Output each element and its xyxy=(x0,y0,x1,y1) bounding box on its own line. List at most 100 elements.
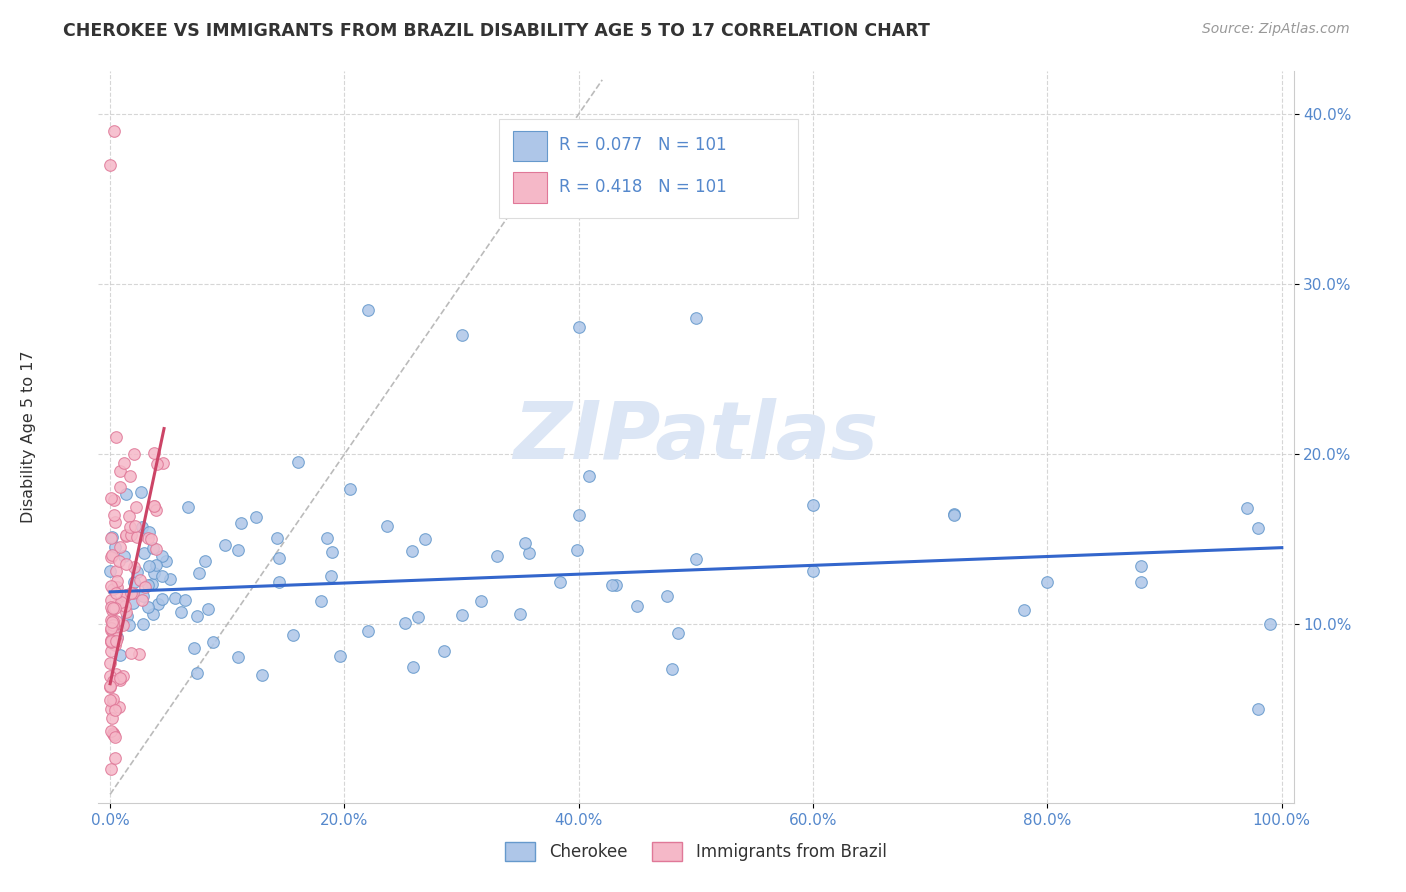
Point xyxy=(103,617,125,632)
Point xyxy=(103,692,125,706)
Point xyxy=(329,649,352,664)
Point xyxy=(136,600,159,615)
Point xyxy=(685,552,707,566)
Point xyxy=(104,634,127,648)
Point xyxy=(103,728,125,742)
Point xyxy=(103,508,125,523)
Point xyxy=(105,580,128,594)
Point xyxy=(108,673,131,687)
Point xyxy=(1130,558,1153,573)
Point xyxy=(104,666,127,681)
Point xyxy=(103,492,125,507)
Point xyxy=(114,599,136,613)
Point xyxy=(150,569,173,583)
Point xyxy=(125,565,148,579)
Point xyxy=(100,592,122,607)
Point xyxy=(226,650,249,665)
Point xyxy=(655,589,678,603)
Point xyxy=(485,549,508,563)
Text: CHEROKEE VS IMMIGRANTS FROM BRAZIL DISABILITY AGE 5 TO 17 CORRELATION CHART: CHEROKEE VS IMMIGRANTS FROM BRAZIL DISAB… xyxy=(63,22,931,40)
Point xyxy=(108,700,131,714)
Point xyxy=(110,480,132,494)
Point xyxy=(605,577,627,591)
Point xyxy=(100,634,122,648)
Point xyxy=(1036,574,1059,589)
Point xyxy=(104,638,127,652)
Point xyxy=(226,543,249,558)
Point xyxy=(450,328,472,343)
Point xyxy=(159,572,181,586)
Point xyxy=(122,586,145,600)
Point xyxy=(121,596,143,610)
Point xyxy=(101,726,124,740)
Point xyxy=(114,588,136,602)
Point xyxy=(100,549,122,564)
Point xyxy=(568,508,591,522)
Point xyxy=(98,679,121,693)
Point xyxy=(104,600,127,615)
Point xyxy=(942,508,965,522)
Point xyxy=(139,532,162,546)
Point xyxy=(413,533,436,547)
Point xyxy=(101,549,124,563)
Point xyxy=(125,531,148,545)
Point xyxy=(115,528,138,542)
Point xyxy=(101,711,124,725)
Point xyxy=(146,597,169,611)
Point xyxy=(110,595,132,609)
Point xyxy=(136,578,159,592)
Point xyxy=(108,648,131,662)
Point xyxy=(111,669,134,683)
Point xyxy=(104,516,127,530)
Point xyxy=(142,446,165,460)
Point xyxy=(100,491,122,505)
Point xyxy=(188,566,211,580)
Point xyxy=(1247,521,1270,535)
Point xyxy=(321,569,343,583)
Point xyxy=(214,538,236,552)
Point xyxy=(98,564,121,578)
Point xyxy=(186,666,208,681)
Point xyxy=(252,668,274,682)
Point xyxy=(100,579,122,593)
Point xyxy=(100,613,122,627)
Point xyxy=(245,510,267,524)
Point xyxy=(150,592,173,607)
Point xyxy=(321,544,343,558)
Point xyxy=(118,509,141,524)
Y-axis label: Disability Age 5 to 17: Disability Age 5 to 17 xyxy=(21,351,37,524)
Point xyxy=(105,631,128,645)
Point xyxy=(402,659,425,673)
Point xyxy=(104,614,127,628)
Point xyxy=(131,593,153,607)
Point xyxy=(115,529,138,543)
Point xyxy=(132,546,155,560)
Point xyxy=(105,574,128,589)
Point xyxy=(146,457,169,471)
Point xyxy=(567,543,589,558)
Point xyxy=(548,574,571,589)
Point xyxy=(100,693,122,707)
Point xyxy=(433,644,456,658)
Point xyxy=(143,499,166,513)
Point xyxy=(104,730,127,744)
Point xyxy=(115,608,138,623)
Point xyxy=(115,486,138,500)
Legend: Cherokee, Immigrants from Brazil: Cherokee, Immigrants from Brazil xyxy=(499,835,893,868)
Point xyxy=(170,605,193,619)
Point xyxy=(108,540,131,554)
Point xyxy=(1130,574,1153,589)
Point xyxy=(120,586,142,600)
Point xyxy=(141,607,163,621)
Point xyxy=(107,598,129,612)
Point xyxy=(661,662,683,676)
Point xyxy=(316,531,339,545)
Point xyxy=(100,723,122,738)
Point xyxy=(152,456,174,470)
Point xyxy=(942,507,965,521)
Point xyxy=(269,574,291,589)
Point xyxy=(287,455,309,469)
Point xyxy=(100,633,122,648)
Point xyxy=(101,614,124,628)
Point xyxy=(163,591,186,605)
